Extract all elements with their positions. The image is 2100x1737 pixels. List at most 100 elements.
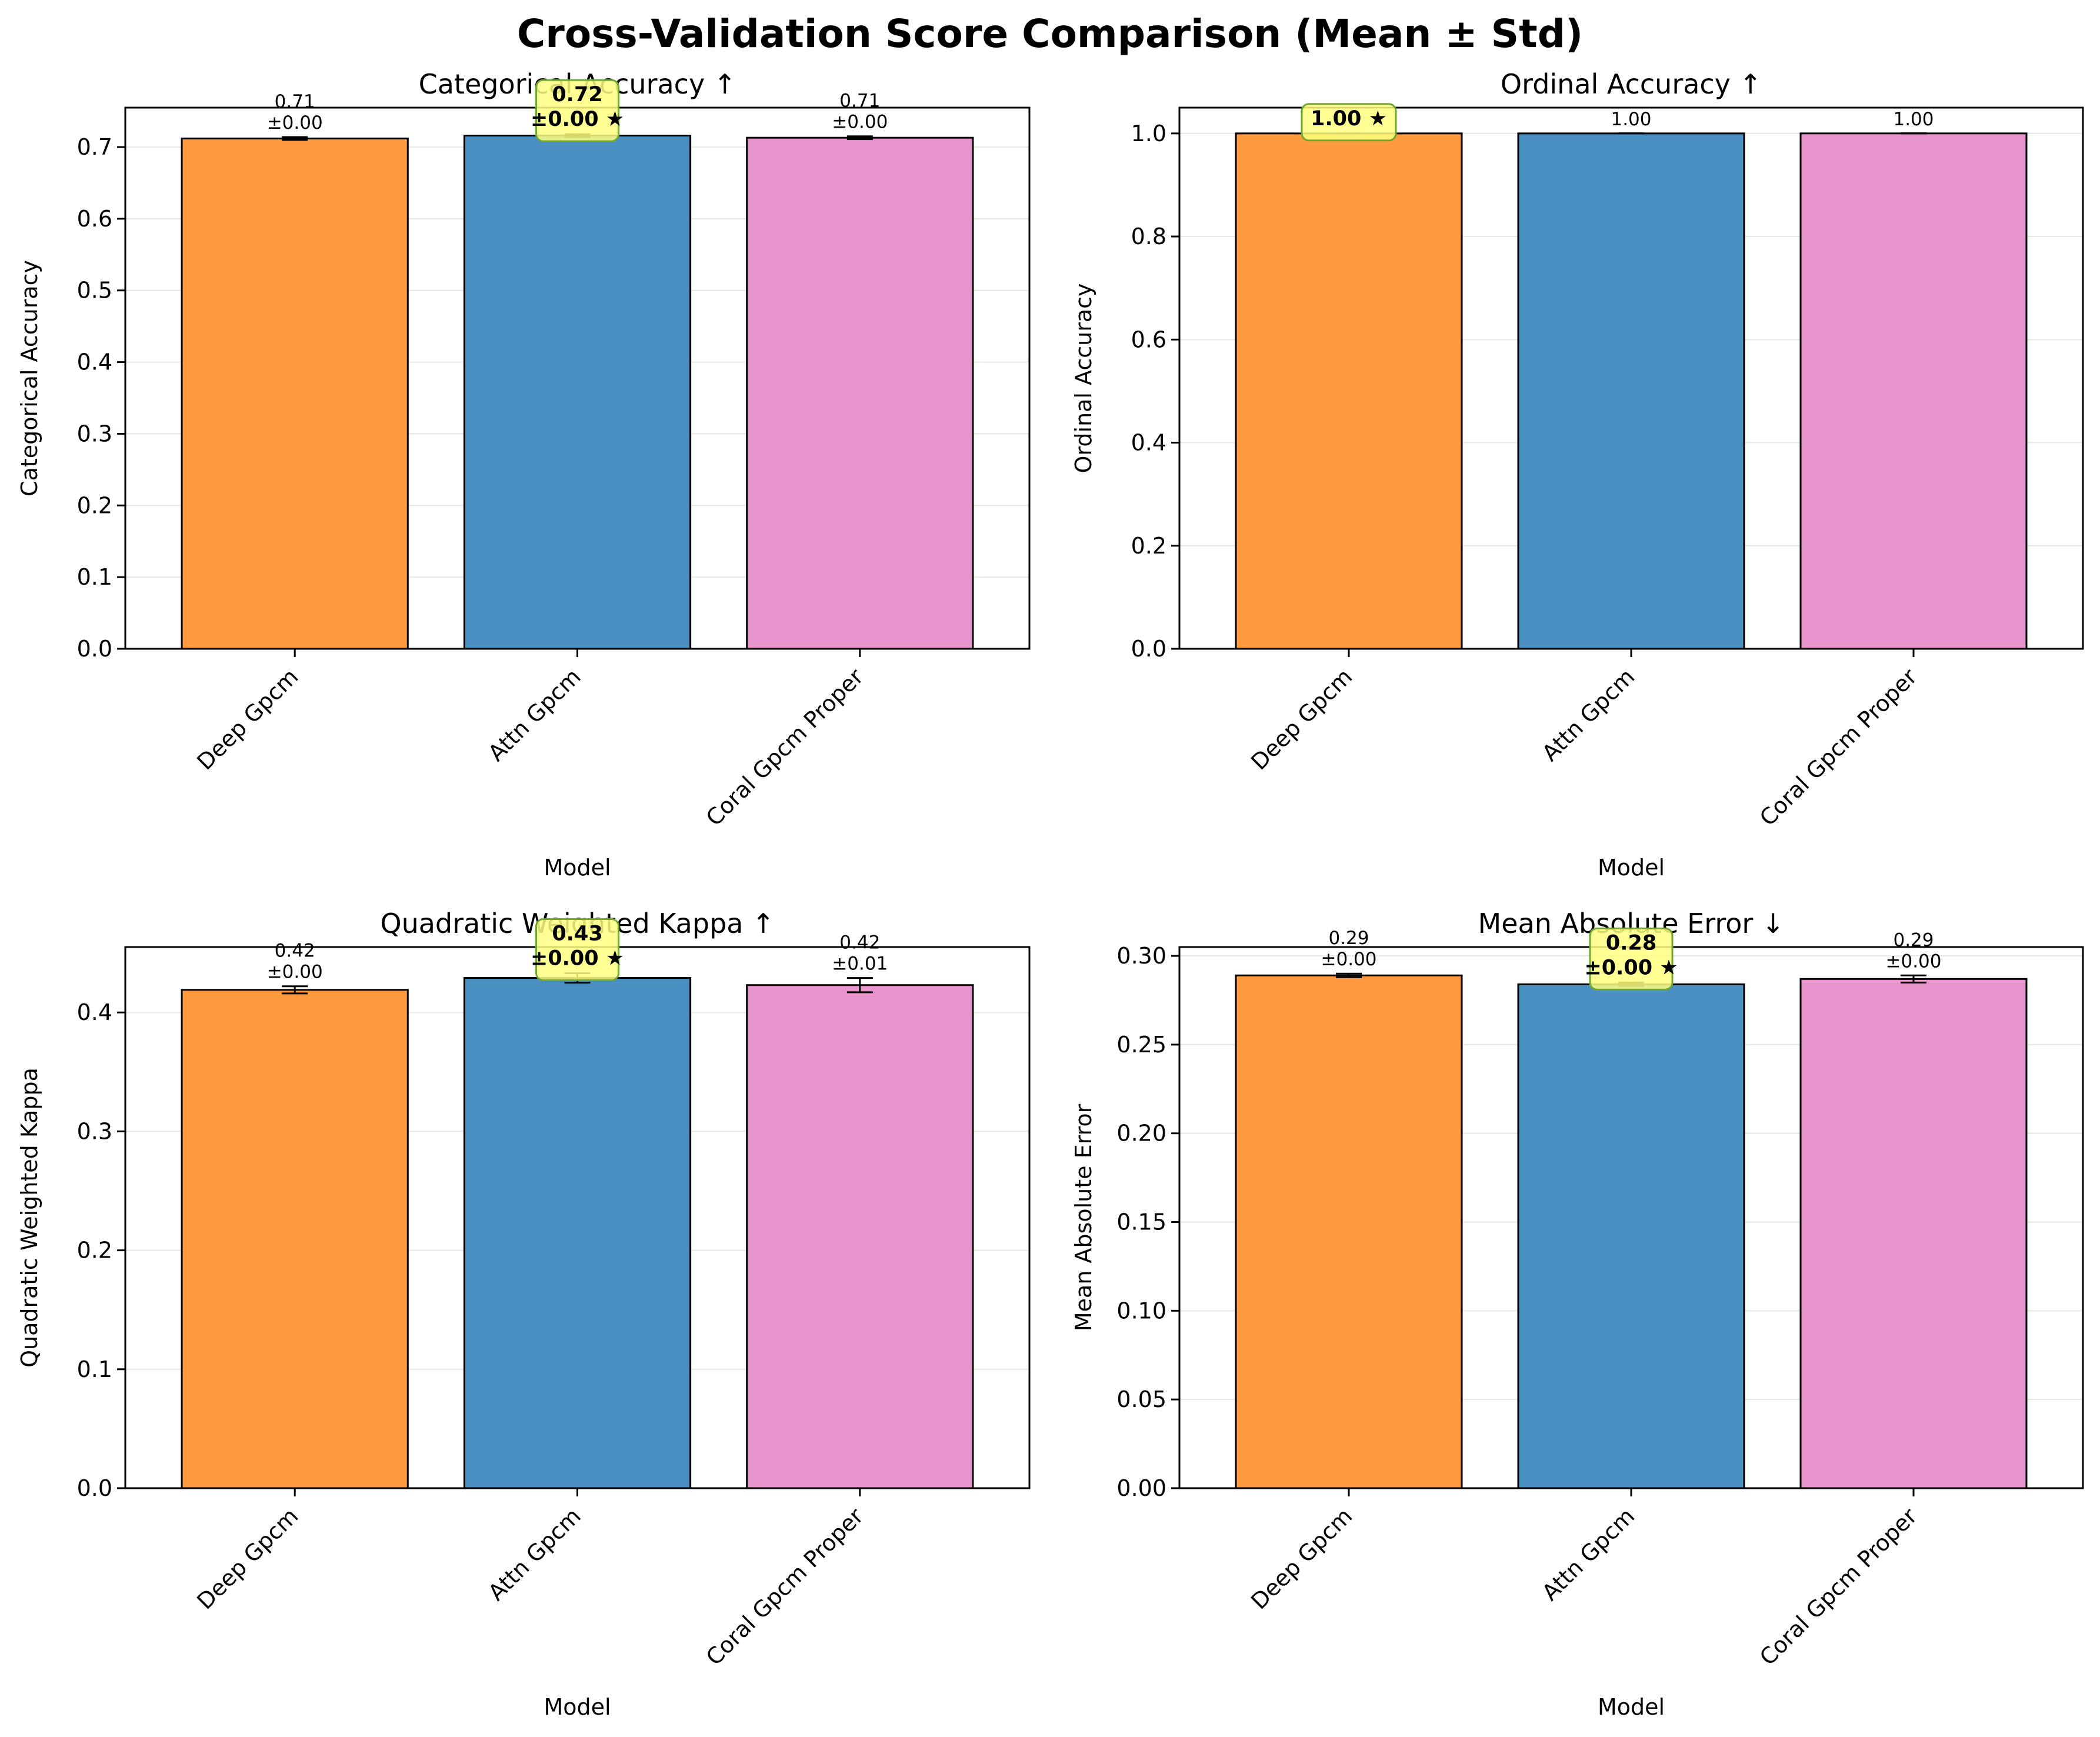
y-tick-label: 0.3: [77, 421, 112, 446]
bar-deep-gpcm: [181, 989, 409, 1489]
y-tick-label: 0.25: [1116, 1032, 1166, 1058]
bar-attn-gpcm: [463, 135, 692, 650]
y-tick-label: 0.10: [1116, 1298, 1166, 1323]
data-label: 0.42 ±0.00: [267, 941, 323, 983]
y-tick-label: 0.7: [77, 134, 112, 160]
chart-panel-3: 0.0 0.1 0.2 0.3 0.4 Deep Gpcm Attn Gpcm Coral G…: [16, 908, 1031, 1720]
data-label-line: ±0.00: [267, 962, 323, 983]
data-label: 1.00 ★: [1311, 107, 1387, 131]
x-tick-label: Attn Gpcm: [483, 1503, 585, 1605]
best-value-highlight: [535, 79, 619, 142]
x-tick-label: Coral Gpcm Proper: [1755, 664, 1922, 831]
y-tick-label: 0.0: [77, 1475, 112, 1501]
data-label: 0.28 ±0.00 ★: [1584, 931, 1678, 979]
bar-deep-gpcm: [181, 137, 409, 650]
y-tick-label: 0.6: [1131, 326, 1166, 352]
best-value-highlight: [1301, 103, 1397, 142]
data-label: 0.42 ±0.01: [832, 932, 888, 975]
x-tick-label: Deep Gpcm: [192, 664, 303, 775]
data-label-line: ±0.00: [267, 112, 323, 134]
bar-coral-gpcm-proper: [1799, 978, 2028, 1489]
x-tick-label: Coral Gpcm Proper: [701, 664, 869, 831]
y-tick-label: 0.1: [77, 564, 112, 590]
data-label: 1.00: [1611, 109, 1651, 130]
data-label: 0.71 ±0.00: [832, 91, 888, 133]
data-label-line: 0.29: [1893, 929, 1934, 951]
y-tick-label: 0.5: [77, 278, 112, 304]
y-tick-label: 0.15: [1116, 1209, 1166, 1235]
x-axis-label: Model: [544, 855, 611, 881]
x-tick-label: Deep Gpcm: [1246, 1503, 1357, 1614]
data-label-line: 1.00: [1893, 109, 1934, 130]
data-label: 0.72 ±0.00 ★: [531, 83, 624, 131]
bar-coral-gpcm-proper: [1799, 132, 2028, 650]
data-label-line: 0.43: [552, 922, 602, 945]
data-label-line: ±0.00 ★: [531, 946, 624, 970]
x-axis-label: Model: [1598, 855, 1665, 881]
y-tick-label: 0.2: [1131, 533, 1166, 559]
data-label-line: ±0.00 ★: [531, 108, 624, 131]
bar-deep-gpcm: [1235, 132, 1463, 650]
data-label-line: ±0.00: [1886, 951, 1942, 972]
data-label-line: 1.00: [1611, 109, 1651, 130]
data-label-line: 0.42: [275, 941, 315, 962]
y-axis-label: Quadratic Weighted Kappa: [16, 1068, 42, 1368]
data-label: 0.29 ±0.00: [1886, 929, 1942, 972]
x-tick-label: Coral Gpcm Proper: [701, 1503, 869, 1671]
bar-attn-gpcm: [463, 977, 692, 1489]
y-tick-label: 0.2: [77, 492, 112, 518]
data-label-line: 0.72: [552, 83, 602, 106]
y-axis-label: Ordinal Accuracy: [1071, 283, 1096, 473]
x-tick-label: Deep Gpcm: [1246, 664, 1357, 775]
data-label: 0.29 ±0.00: [1321, 928, 1377, 970]
x-tick-label: Coral Gpcm Proper: [1755, 1503, 1922, 1671]
data-label: 0.43 ±0.00 ★: [531, 922, 624, 970]
y-tick-label: 0.4: [1131, 430, 1166, 456]
y-tick-label: 1.0: [1131, 121, 1166, 146]
bar-deep-gpcm: [1235, 974, 1463, 1489]
y-tick-label: 0.1: [77, 1356, 112, 1382]
data-label-line: 0.71: [275, 91, 315, 112]
x-axis-label: Model: [1598, 1694, 1665, 1720]
y-tick-label: 0.6: [77, 206, 112, 232]
y-tick-label: 0.30: [1116, 943, 1166, 969]
panel-title: Ordinal Accuracy ↑: [1501, 68, 1762, 100]
bar-coral-gpcm-proper: [746, 136, 974, 650]
bar-attn-gpcm: [1517, 983, 1745, 1489]
y-tick-label: 0.4: [77, 999, 112, 1025]
chart-panel-1: 0.0 0.1 0.2 0.3 0.4 0.5 0.6 0.7 Deep Gpcm Attn Gp…: [16, 68, 1031, 881]
y-tick-label: 0.2: [77, 1238, 112, 1263]
y-tick-label: 0.0: [77, 636, 112, 662]
data-label-line: 0.29: [1328, 928, 1369, 949]
y-tick-label: 0.8: [1131, 224, 1166, 249]
y-tick-label: 0.05: [1116, 1386, 1166, 1412]
data-label-line: 0.71: [839, 91, 880, 112]
y-axis-label: Mean Absolute Error: [1071, 1103, 1096, 1331]
data-label: 0.71 ±0.00: [267, 91, 323, 134]
data-label: 1.00: [1893, 109, 1934, 130]
data-label-line: ±0.00: [1321, 949, 1377, 970]
x-tick-label: Deep Gpcm: [192, 1503, 303, 1614]
data-label-line: 1.00 ★: [1311, 107, 1387, 131]
x-tick-label: Attn Gpcm: [1537, 1503, 1639, 1605]
y-tick-label: 0.20: [1116, 1121, 1166, 1146]
data-label-line: ±0.01: [832, 953, 888, 975]
data-label-line: ±0.00 ★: [1584, 956, 1678, 979]
best-value-highlight: [535, 918, 619, 981]
bar-coral-gpcm-proper: [746, 984, 974, 1489]
figure-title: Cross-Validation Score Comparison (Mean …: [517, 11, 1583, 56]
x-tick-label: Attn Gpcm: [1537, 664, 1639, 766]
best-value-highlight: [1589, 927, 1674, 991]
x-tick-label: Attn Gpcm: [483, 664, 585, 766]
x-axis-label: Model: [544, 1694, 611, 1720]
data-label-line: ±0.00: [832, 112, 888, 133]
y-tick-label: 0.0: [1131, 636, 1166, 662]
data-label-line: 0.28: [1606, 931, 1656, 955]
bar-attn-gpcm: [1517, 132, 1745, 650]
chart-panel-4: 0.00 0.05 0.10 0.15 0.20 0.25 0.30 Deep Gpcm Att…: [1071, 908, 2084, 1720]
y-axis-label: Categorical Accuracy: [16, 260, 42, 496]
chart-panel-2: 0.0 0.2 0.4 0.6 0.8 1.0 Deep Gpcm Attn Gpcm Cora…: [1071, 68, 2084, 881]
y-tick-label: 0.4: [77, 349, 112, 375]
data-label-line: 0.42: [839, 932, 880, 953]
